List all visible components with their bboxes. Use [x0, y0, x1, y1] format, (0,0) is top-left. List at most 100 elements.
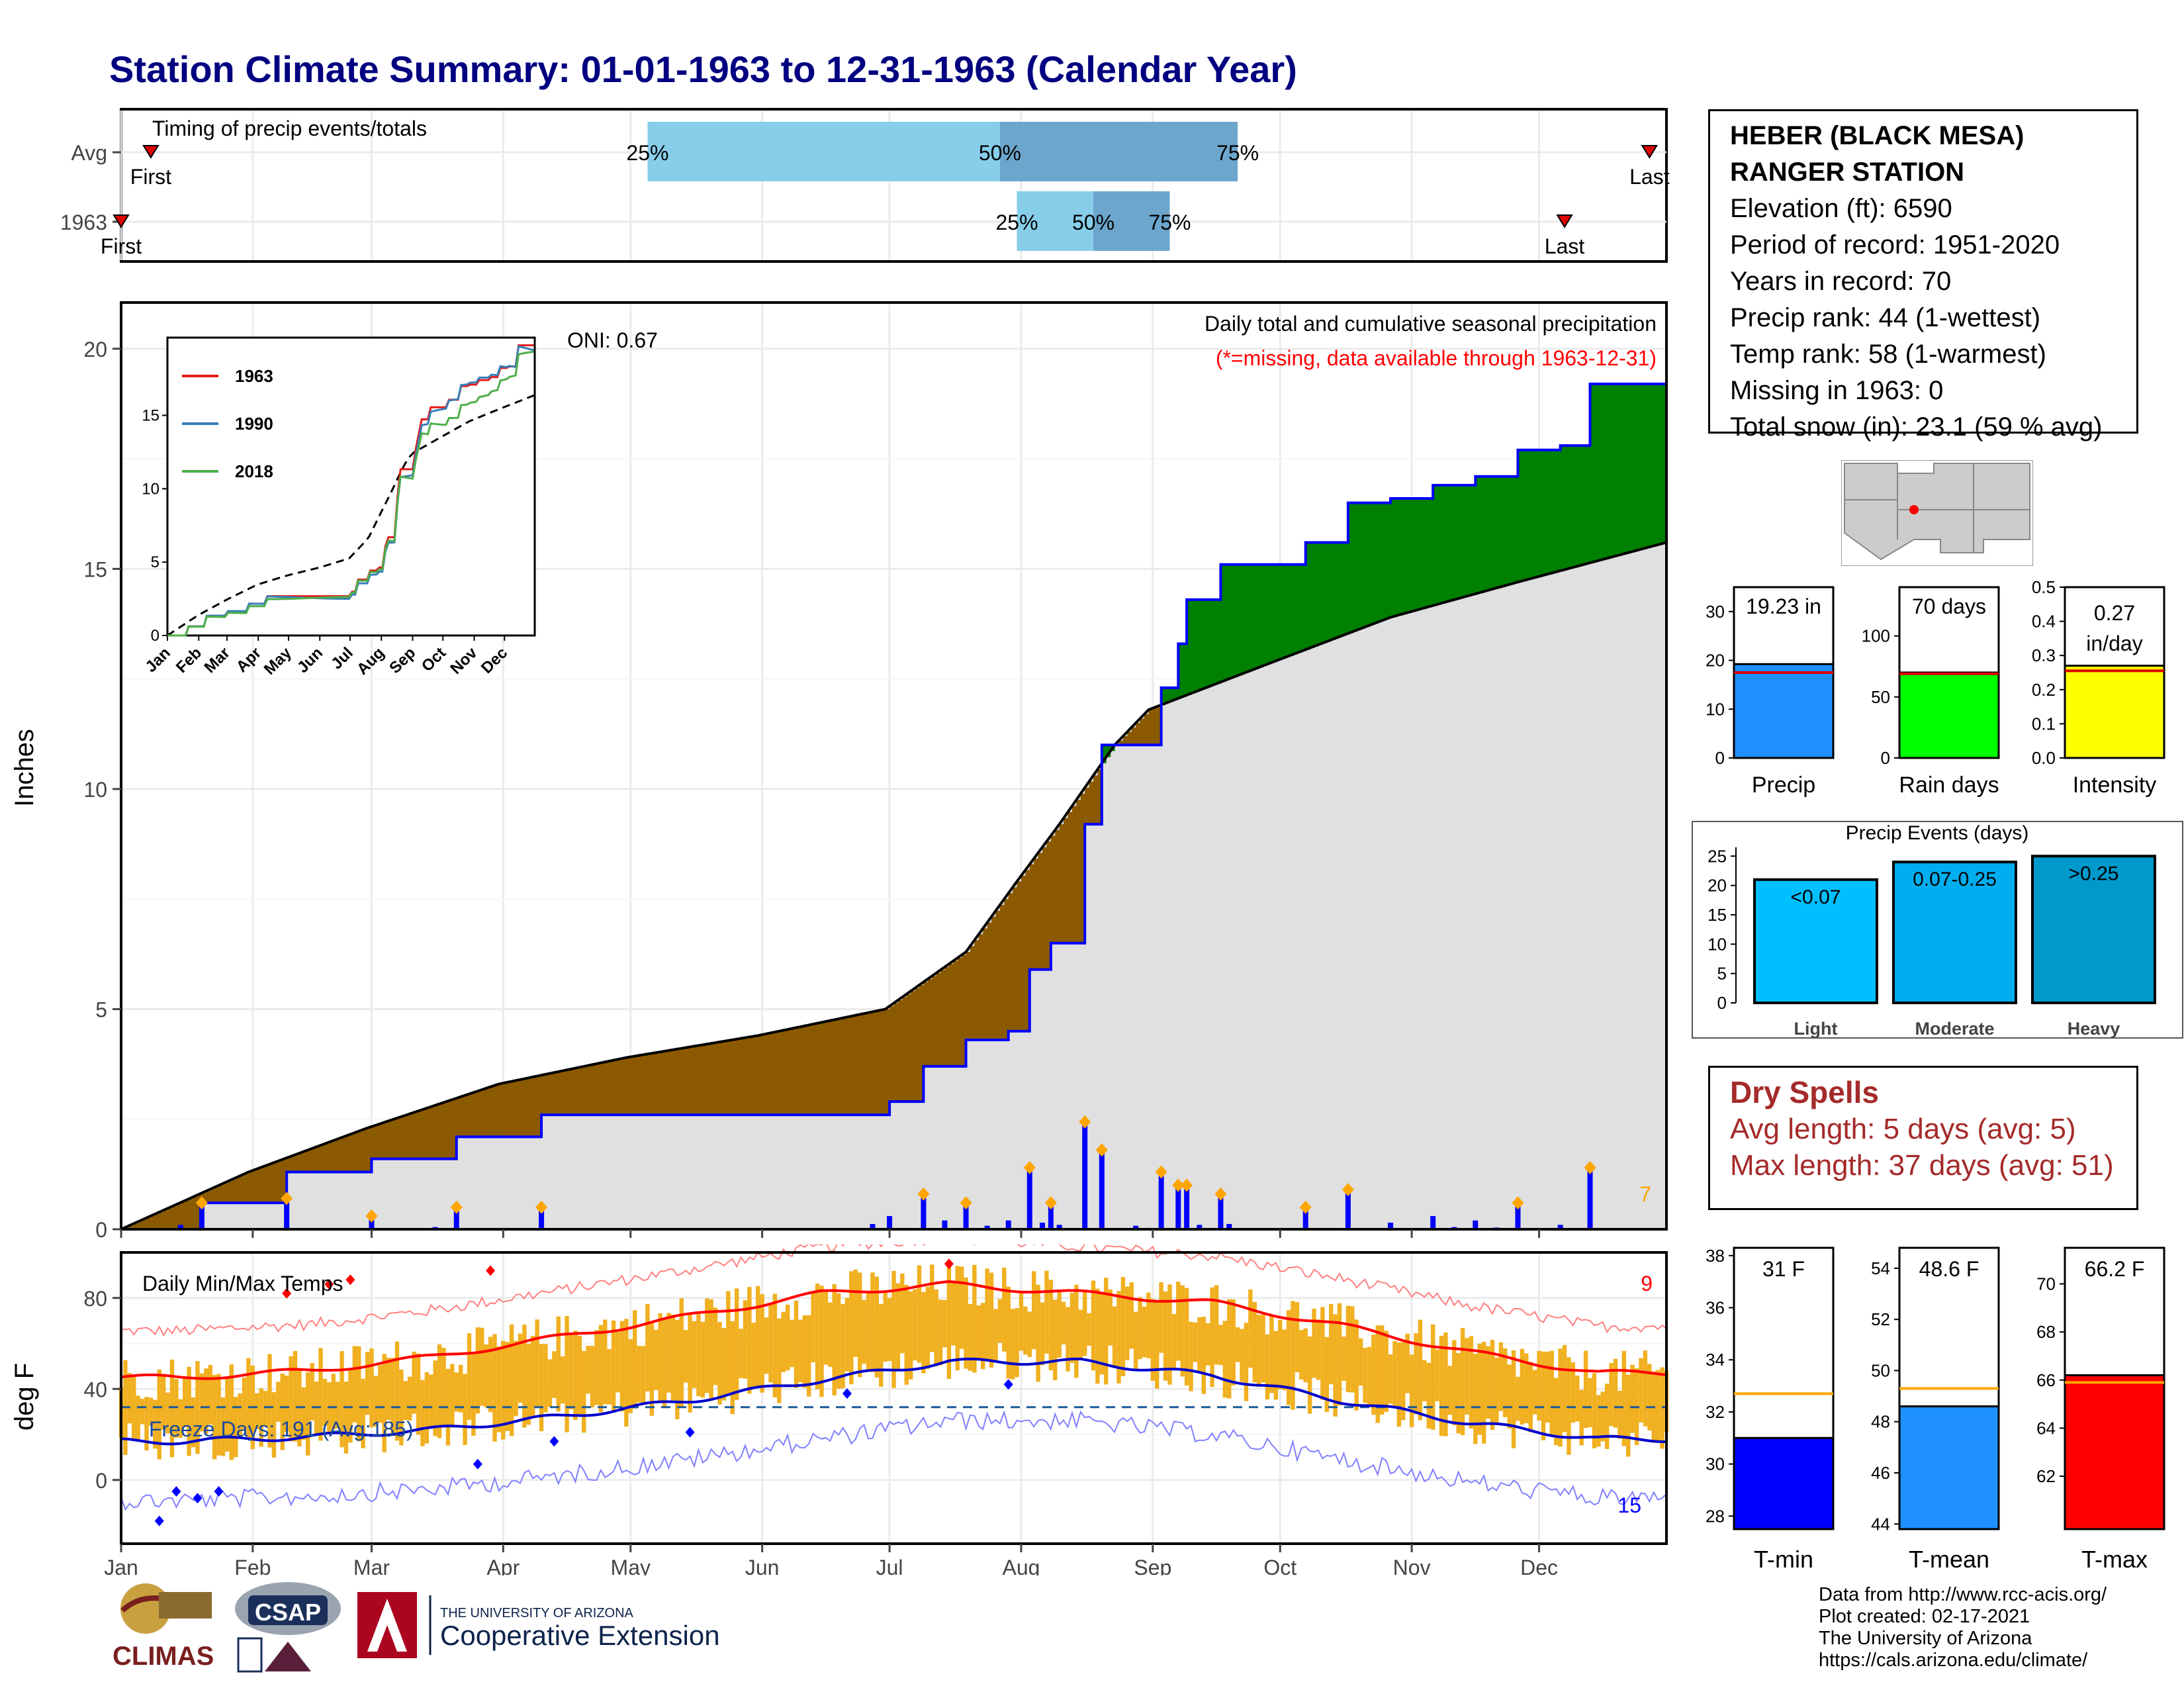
daily-temp-bar: [157, 1369, 161, 1460]
below-avg-fill: [252, 1170, 257, 1203]
daily-temp-bar: [276, 1382, 281, 1422]
temp-summary-value-label: 48.6 F: [1919, 1257, 1979, 1281]
below-avg-fill: [723, 1041, 729, 1115]
daily-temp-bar: [1549, 1350, 1554, 1436]
below-avg-fill: [265, 1166, 271, 1203]
daily-temp-bar: [798, 1319, 803, 1383]
daily-temp-bar: [721, 1328, 727, 1401]
summary-category-label: Rain days: [1899, 773, 1999, 798]
event-bar-label: <0.07: [1791, 886, 1841, 908]
daily-temp-bar: [318, 1348, 323, 1441]
below-avg-fill: [915, 988, 920, 1102]
below-avg-fill: [839, 1019, 844, 1115]
above-avg-fill: [1475, 476, 1480, 594]
summary-value-label: 19.23 in: [1746, 594, 1821, 618]
daily-temp-bar: [1053, 1299, 1058, 1381]
daily-temp-bar: [1082, 1292, 1087, 1356]
credit-line-2: Plot created: 02-17-2021: [1819, 1606, 2030, 1627]
below-avg-fill: [570, 1068, 576, 1115]
daily-temp-bar: [1621, 1350, 1627, 1446]
daily-temp-bar: [1575, 1376, 1580, 1422]
daily-temp-bar: [408, 1376, 412, 1421]
daily-temp-bar: [322, 1378, 328, 1426]
daily-precip-bar: [177, 1225, 183, 1229]
above-avg-fill: [1335, 542, 1340, 639]
daily-temp-bar: [675, 1319, 680, 1420]
daily-temp-bar: [1452, 1340, 1457, 1426]
daily-temp-bar: [390, 1358, 395, 1436]
daily-temp-bar: [1617, 1391, 1622, 1439]
record-low-marker: [685, 1427, 695, 1438]
below-avg-fill: [541, 1075, 547, 1115]
daily-temp-bar: [586, 1345, 590, 1394]
above-avg-fill: [1369, 502, 1374, 626]
daily-temp-bar: [1205, 1323, 1210, 1366]
below-avg-fill: [1093, 775, 1099, 825]
temp-summary-y-tick-label: 70: [2036, 1274, 2056, 1293]
below-avg-fill: [639, 1055, 644, 1115]
below-avg-fill: [469, 1094, 475, 1137]
event-bar: [2031, 855, 2156, 1005]
below-avg-fill: [974, 940, 979, 1041]
record-low-marker: [549, 1436, 559, 1447]
below-avg-fill: [201, 1193, 206, 1203]
daily-temp-bar: [764, 1317, 769, 1374]
daily-temp-bar: [1626, 1374, 1631, 1457]
csap-plate: [248, 1595, 328, 1625]
daily-temp-bar: [1435, 1349, 1439, 1401]
daily-temp-bar: [225, 1376, 230, 1452]
daily-temp-bar: [373, 1376, 379, 1427]
temp-summary-y-tick-label: 36: [1706, 1298, 1725, 1318]
below-avg-fill: [966, 951, 971, 1041]
below-avg-fill: [320, 1145, 326, 1172]
temp-summary-y-tick-label: 48: [1871, 1412, 1890, 1432]
below-avg-fill: [142, 1219, 148, 1229]
below-avg-fill: [545, 1074, 551, 1115]
below-avg-fill: [737, 1039, 742, 1115]
below-avg-fill: [312, 1148, 317, 1172]
summary-y-tick-label: 0.1: [2032, 714, 2056, 733]
daily-temp-bar: [811, 1290, 815, 1362]
daily-temp-bar: [1244, 1323, 1249, 1401]
daily-temp-bar: [1342, 1336, 1346, 1381]
above-avg-fill: [1314, 542, 1319, 647]
below-avg-fill: [482, 1090, 487, 1137]
below-avg-fill: [830, 1020, 835, 1115]
below-avg-fill: [1127, 731, 1132, 745]
below-avg-fill: [1008, 893, 1013, 1031]
temp-summary-category-label: T-mean: [1909, 1546, 1989, 1573]
below-avg-fill: [138, 1221, 143, 1229]
above-avg-fill: [1212, 599, 1217, 686]
daily-temp-bar: [879, 1303, 884, 1387]
daily-temp-bar: [271, 1392, 277, 1458]
below-avg-fill: [1089, 781, 1094, 825]
below-avg-fill: [537, 1076, 542, 1137]
events-y-tick-label: 20: [1707, 876, 1727, 896]
daily-temp-bar: [1596, 1395, 1601, 1447]
below-avg-fill: [494, 1085, 500, 1137]
main-annotation-title: Daily total and cumulative seasonal prec…: [1205, 312, 1657, 336]
below-avg-fill: [1064, 818, 1069, 943]
daily-temp-bar: [989, 1272, 994, 1368]
daily-temp-bar: [611, 1320, 616, 1413]
above-avg-fill: [1361, 502, 1366, 629]
daily-temp-bar: [1040, 1302, 1045, 1366]
inset-y-tick-label: 5: [151, 553, 159, 571]
below-avg-fill: [911, 991, 916, 1102]
below-avg-fill: [800, 1027, 805, 1115]
daily-temp-bar: [1019, 1293, 1024, 1351]
timing-p50-label: 50%: [979, 141, 1021, 165]
daily-temp-bar: [705, 1298, 709, 1393]
daily-temp-bar: [964, 1277, 968, 1369]
avg-min-line: [120, 1357, 1667, 1446]
below-avg-fill: [584, 1066, 589, 1115]
above-avg-fill: [1187, 599, 1192, 696]
daily-temp-bar: [1006, 1286, 1011, 1379]
daily-temp-bar: [174, 1379, 179, 1438]
below-avg-fill: [702, 1045, 707, 1115]
below-avg-fill: [396, 1118, 402, 1159]
below-avg-fill: [384, 1122, 389, 1159]
above-avg-fill: [1565, 445, 1570, 570]
below-avg-fill: [350, 1134, 355, 1172]
cumulative-1963-line: [121, 383, 1666, 1231]
